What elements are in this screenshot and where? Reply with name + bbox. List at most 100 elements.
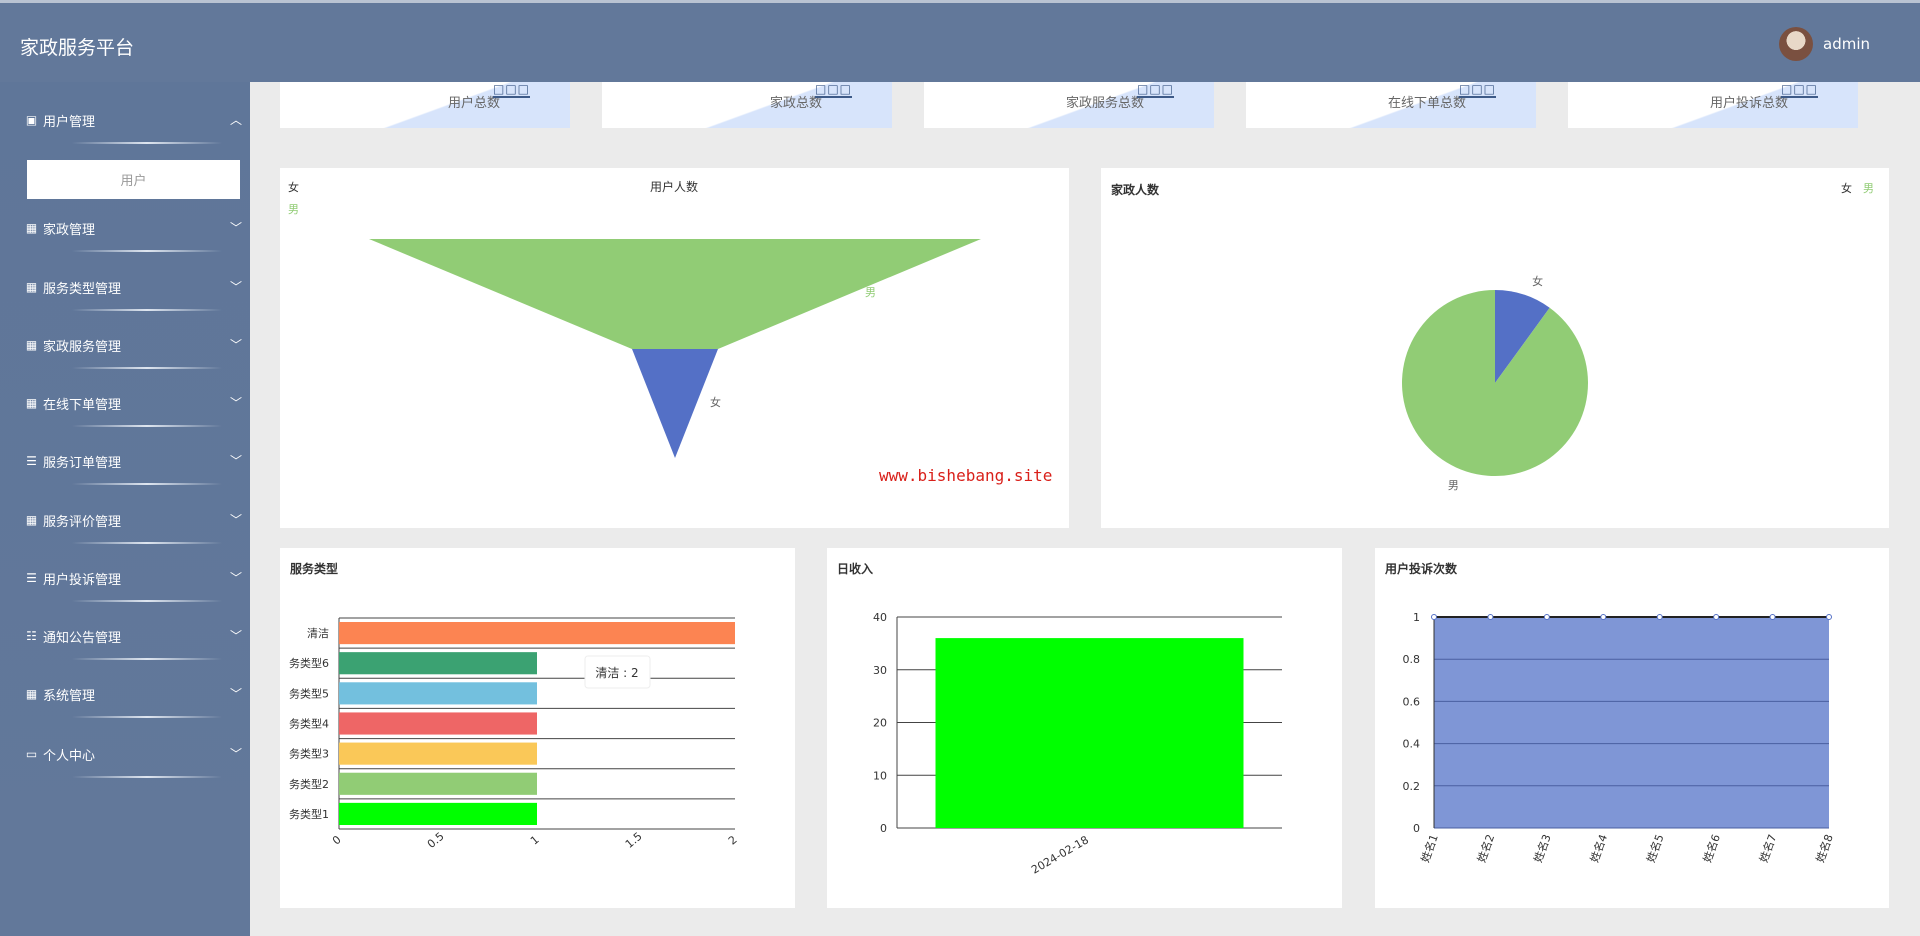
card-icon: ▭	[25, 746, 38, 761]
stat-value: □□□	[1458, 82, 1496, 98]
bar	[339, 622, 735, 645]
pie-panel-svg: 家政人数女男女男	[1111, 181, 1874, 492]
stat-value: □□□	[814, 82, 852, 98]
stat-label: 在线下单总数	[1387, 96, 1466, 111]
chart-title: 日收入	[837, 561, 873, 576]
chart-title: 服务类型	[290, 561, 338, 576]
x-tick-label: 姓名1	[1418, 832, 1441, 864]
x-tick-label: 姓名7	[1756, 832, 1779, 864]
sidebar-item-5[interactable]: ☰ 服务订单管理 ﹀	[0, 441, 250, 485]
x-tick-label: 姓名6	[1700, 832, 1723, 864]
sidebar-item-label: 服务评价管理	[43, 514, 122, 530]
y-tick-label: 20	[873, 717, 887, 730]
app-title: 家政服务平台	[20, 37, 135, 59]
sidebar-item-3[interactable]: ▦ 家政服务管理 ﹀	[0, 325, 250, 369]
y-tick-label: 1	[1413, 611, 1420, 624]
daily-income-panel-svg: 日收入 0 10 20 30 40 2024-02-18	[837, 561, 1282, 877]
chevron-down-icon[interactable]: ﹀	[229, 571, 242, 585]
bar	[339, 712, 537, 735]
divider	[72, 600, 222, 602]
pie-panel: 家政人数女男女男	[1101, 168, 1889, 528]
sidebar-item-label: 家政服务管理	[43, 339, 122, 355]
x-tick-label: 1.5	[623, 830, 645, 851]
chevron-down-icon[interactable]: ﹀	[229, 687, 242, 701]
sidebar-item-4[interactable]: ▦ 在线下单管理 ﹀	[0, 383, 250, 427]
pie-label: 女	[1532, 274, 1543, 288]
chevron-down-icon[interactable]: ﹀	[229, 338, 242, 352]
funnel-segment-male	[369, 239, 981, 349]
sidebar-item-10[interactable]: ▭ 个人中心 ﹀	[0, 734, 250, 778]
data-point	[1543, 614, 1550, 620]
grid-icon: ▦	[25, 686, 38, 701]
top-header: 家政服务平台 admin	[0, 0, 1920, 82]
divider	[72, 542, 222, 544]
bar	[339, 742, 537, 765]
sidebar-item-2[interactable]: ▦ 服务类型管理 ﹀	[0, 267, 250, 311]
username[interactable]: admin	[1823, 35, 1870, 53]
stat-card: 家政服务总数 □□□	[924, 82, 1214, 128]
sidebar-item-label: 系统管理	[43, 688, 96, 704]
sidebar-item-1[interactable]: ▦ 家政管理 ﹀	[0, 208, 250, 252]
chevron-down-icon[interactable]: ﹀	[229, 629, 242, 643]
pie-label: 男	[1448, 479, 1459, 492]
divider	[72, 367, 222, 369]
stat-value: □□□	[1136, 82, 1174, 98]
stat-label: 用户总数	[447, 96, 500, 111]
chevron-up-icon[interactable]: ︿	[229, 113, 242, 127]
data-point	[1713, 614, 1720, 620]
sidebar-item-9[interactable]: ▦ 系统管理 ﹀	[0, 674, 250, 718]
complaints-panel: 用户投诉次数 0 0.2 0.4 0.6 0.8 1 姓名1 姓名2 姓名3 姓名4 姓名5 姓名6 姓名…	[1375, 548, 1889, 908]
divider	[72, 716, 222, 718]
sidebar-item-label: 服务订单管理	[43, 455, 122, 471]
pie-slice	[1495, 290, 1550, 383]
data-point	[1826, 614, 1832, 620]
stat-label: 家政总数	[769, 96, 822, 111]
chevron-down-icon[interactable]: ﹀	[229, 280, 242, 294]
bar	[339, 772, 537, 795]
stat-card: 家政总数 □□□	[602, 82, 892, 128]
avatar[interactable]	[1779, 27, 1813, 61]
stat-value: □□□	[492, 82, 530, 98]
chevron-down-icon[interactable]: ﹀	[229, 513, 242, 527]
chevron-down-icon[interactable]: ﹀	[229, 747, 242, 761]
y-tick-label: 0	[880, 822, 887, 835]
sidebar-item-0[interactable]: ▣ 用户管理 ︿	[0, 100, 250, 144]
stat-value: □□□	[1780, 82, 1818, 98]
user-menu[interactable]: admin	[1779, 27, 1870, 61]
sidebar-subitem-user[interactable]: 用户	[27, 160, 240, 199]
x-tick-label: 姓名4	[1587, 832, 1610, 864]
grid-icon: ▦	[25, 279, 38, 294]
divider	[72, 776, 222, 778]
x-tick-label: 姓名5	[1643, 832, 1666, 864]
x-tick-label: 1	[528, 833, 542, 847]
chevron-down-icon[interactable]: ﹀	[229, 396, 242, 410]
pie-slice	[1402, 290, 1588, 476]
list-icon: ☰	[26, 570, 37, 585]
stat-card: 在线下单总数 □□□	[1246, 82, 1536, 128]
y-tick-label: 0	[1413, 822, 1420, 835]
chevron-down-icon[interactable]: ﹀	[229, 221, 242, 235]
x-tick-label: 姓名8	[1813, 832, 1836, 864]
tooltip	[584, 655, 651, 689]
sidebar-item-label: 用户投诉管理	[43, 572, 122, 588]
sidebar-item-6[interactable]: ▦ 服务评价管理 ﹀	[0, 500, 250, 544]
y-tick-label: 0.4	[1403, 738, 1421, 751]
sidebar-item-7[interactable]: ☰ 用户投诉管理 ﹀	[0, 558, 250, 602]
sidebar-item-label: 在线下单管理	[43, 397, 122, 413]
sidebar-item-8[interactable]: ☷ 通知公告管理 ﹀	[0, 616, 250, 660]
chart-title: 用户人数	[650, 179, 698, 194]
data-point	[1487, 614, 1494, 620]
stat-label: 家政服务总数	[1065, 96, 1144, 111]
complaints-panel-svg: 用户投诉次数 0 0.2 0.4 0.6 0.8 1 姓名1 姓名2 姓名3 姓名4 姓名5 姓名6 姓名…	[1384, 561, 1836, 864]
x-tick-label: 2	[726, 833, 740, 847]
x-tick-label: 姓名3	[1531, 832, 1554, 864]
y-tick-label: 10	[873, 769, 887, 782]
y-tick-label: 务类型4	[289, 717, 329, 731]
bar	[339, 682, 537, 705]
grid-icon: ▦	[25, 512, 38, 527]
y-tick-label: 0.8	[1403, 653, 1421, 666]
chevron-down-icon[interactable]: ﹀	[229, 454, 242, 468]
legend-item: 男	[1863, 182, 1874, 195]
